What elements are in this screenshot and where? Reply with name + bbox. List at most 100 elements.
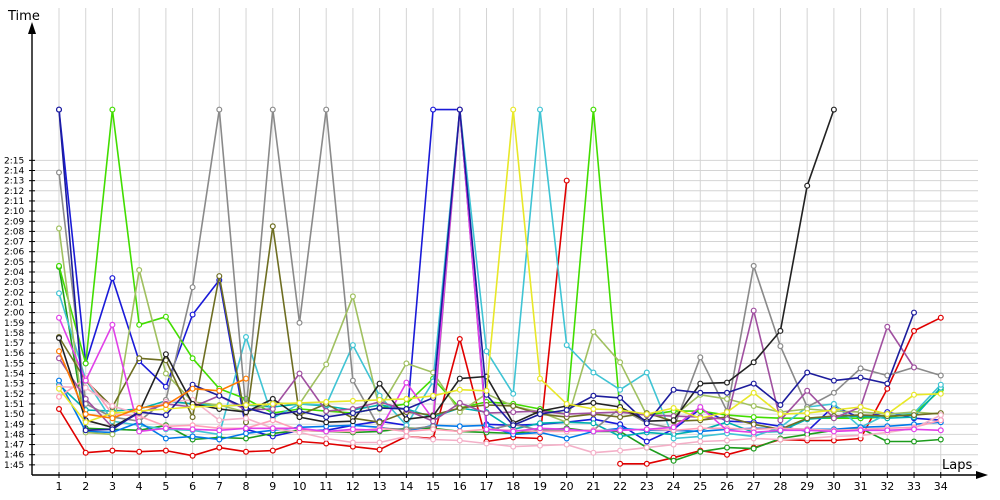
tick-labels: 1:451:461:471:481:491:501:511:521:531:54… (4, 156, 948, 493)
data-point (243, 448, 250, 455)
data-point (109, 410, 116, 417)
data-point (430, 436, 437, 443)
data-point (55, 406, 62, 413)
data-point (82, 360, 89, 367)
data-point (617, 386, 624, 393)
data-point (937, 372, 944, 379)
data-point (162, 425, 169, 432)
data-point (643, 444, 650, 451)
data-point (349, 293, 356, 300)
data-point (189, 404, 196, 411)
data-point (376, 419, 383, 426)
y-tick-label: 2:00 (4, 309, 24, 319)
data-point (750, 380, 757, 387)
data-point (510, 443, 517, 450)
data-point (456, 437, 463, 444)
x-tick-label: 26 (720, 480, 734, 493)
data-point (563, 441, 570, 448)
x-tick-label: 2 (82, 480, 89, 493)
data-point (269, 106, 276, 113)
data-point (510, 390, 517, 397)
data-point (563, 177, 570, 184)
data-point (243, 402, 250, 409)
data-point (884, 427, 891, 434)
x-axis-arrow (976, 471, 988, 479)
data-point (269, 412, 276, 419)
data-point (216, 417, 223, 424)
data-point (162, 412, 169, 419)
data-point (536, 411, 543, 418)
x-tick-label: 3 (109, 480, 116, 493)
y-tick-label: 1:46 (4, 451, 24, 461)
series-line (58, 225, 941, 431)
x-tick-label: 31 (854, 480, 868, 493)
data-point (697, 354, 704, 361)
data-point (189, 414, 196, 421)
x-tick-label: 13 (373, 480, 387, 493)
data-point (670, 405, 677, 412)
data-point (216, 273, 223, 280)
x-tick-label: 20 (560, 480, 574, 493)
data-point (376, 405, 383, 412)
data-point (82, 419, 89, 426)
y-tick-label: 1:52 (4, 390, 24, 400)
data-point (857, 412, 864, 419)
data-point (269, 417, 276, 424)
data-point (136, 405, 143, 412)
y-tick-label: 2:05 (4, 258, 24, 268)
y-tick-label: 1:45 (4, 461, 24, 471)
data-point (830, 377, 837, 384)
data-point (617, 394, 624, 401)
data-point (617, 460, 624, 467)
x-tick-label: 17 (480, 480, 494, 493)
data-point (884, 380, 891, 387)
data-point (323, 106, 330, 113)
x-tick-label: 25 (693, 480, 707, 493)
x-tick-label: 21 (586, 480, 600, 493)
data-point (750, 429, 757, 436)
data-point (910, 438, 917, 445)
data-point (617, 414, 624, 421)
x-tick-label: 14 (399, 480, 413, 493)
data-point (189, 433, 196, 440)
data-point (910, 309, 917, 316)
data-point (563, 400, 570, 407)
x-tick-label: 4 (136, 480, 143, 493)
series-line (58, 108, 941, 424)
data-point (376, 446, 383, 453)
data-point (109, 321, 116, 328)
data-point (697, 404, 704, 411)
series-13 (55, 106, 944, 436)
data-point (910, 391, 917, 398)
y-tick-label: 2:10 (4, 207, 24, 217)
data-point (189, 385, 196, 392)
data-point (82, 411, 89, 418)
x-tick-label: 11 (319, 480, 333, 493)
data-point (189, 452, 196, 459)
data-point (349, 418, 356, 425)
data-point (430, 418, 437, 425)
data-point (55, 393, 62, 400)
data-point (55, 335, 62, 342)
data-point (349, 342, 356, 349)
y-tick-label: 1:51 (4, 400, 24, 410)
y-tick-label: 2:04 (4, 268, 24, 278)
data-point (323, 414, 330, 421)
data-point (937, 381, 944, 388)
data-point (697, 425, 704, 432)
data-point (323, 419, 330, 426)
data-point (937, 390, 944, 397)
data-point (323, 398, 330, 405)
series-line (58, 180, 568, 457)
data-point (483, 410, 490, 417)
y-tick-label: 2:11 (4, 197, 24, 207)
data-point (510, 422, 517, 429)
x-tick-label: 23 (640, 480, 654, 493)
data-point (857, 404, 864, 411)
x-tick-label: 9 (269, 480, 276, 493)
data-point (536, 425, 543, 432)
data-point (55, 290, 62, 297)
data-point (590, 392, 597, 399)
data-point (937, 436, 944, 443)
